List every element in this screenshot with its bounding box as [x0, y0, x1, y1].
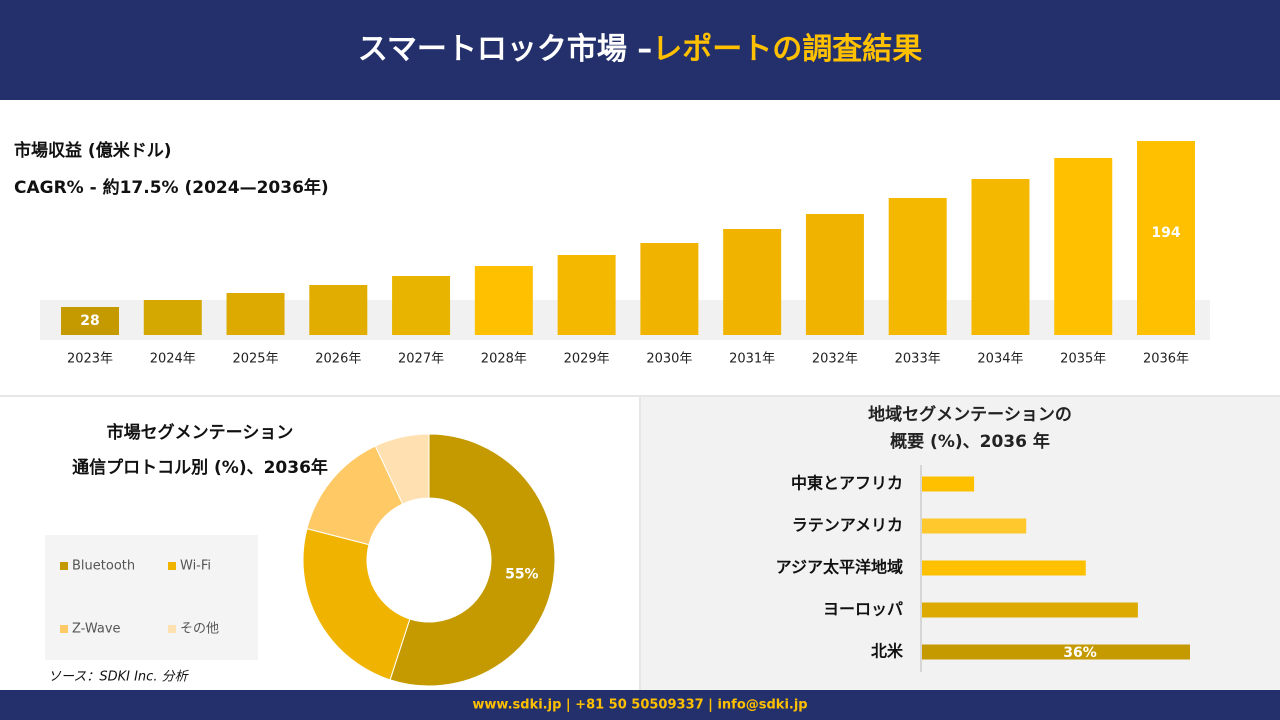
x-tick-label: 2026年 — [315, 352, 361, 367]
header-title-accent: レポートの調査結果 — [652, 32, 922, 67]
y-tick-label: アジア太平洋地域 — [776, 558, 903, 577]
x-tick-label: 2024年 — [150, 352, 196, 367]
legend-swatch — [60, 625, 68, 633]
x-tick-label: 2029年 — [564, 352, 610, 367]
x-tick-label: 2031年 — [729, 352, 775, 367]
value-label: 36% — [1063, 645, 1097, 661]
bar — [1137, 141, 1195, 335]
bar — [640, 243, 699, 335]
bar — [1054, 158, 1113, 335]
bar — [392, 276, 451, 335]
header-title: スマートロック市場 –レポートの調査結果 — [358, 32, 923, 67]
footer-bar — [0, 690, 1280, 720]
bar-shadow — [40, 300, 1210, 340]
legend-swatch — [168, 562, 176, 570]
x-tick-label: 2032年 — [812, 352, 858, 367]
bar — [309, 285, 368, 335]
x-tick-label: 2025年 — [232, 352, 278, 367]
bar — [557, 255, 616, 335]
bar — [922, 644, 1190, 660]
legend-box — [45, 535, 258, 660]
right-panel — [641, 397, 1280, 690]
legend-label: その他 — [180, 622, 219, 637]
legend-label: Z-Wave — [72, 622, 121, 637]
bar — [922, 602, 1138, 618]
x-tick-label: 2028年 — [481, 352, 527, 367]
donut-subtitle: 通信プロトコル別 (%)、2036年 — [72, 457, 328, 478]
y-tick-label: 中東とアフリカ — [791, 474, 903, 493]
hbar-subtitle: 概要 (%)、2036 年 — [890, 431, 1050, 452]
x-tick-label: 2030年 — [646, 352, 692, 367]
value-label: 28 — [80, 313, 99, 329]
bar-subtitle: CAGR% - 約17.5% (2024—2036年) — [14, 177, 329, 198]
bar — [226, 293, 285, 335]
legend-label: Bluetooth — [72, 559, 135, 574]
x-tick-label: 2035年 — [1060, 352, 1106, 367]
y-tick-label: ラテンアメリカ — [792, 516, 903, 535]
x-tick-label: 2033年 — [895, 352, 941, 367]
header-title-main: スマートロック市場 – — [358, 32, 653, 67]
source: ソース：SDKI Inc. 分析 — [48, 670, 190, 685]
hbar-title: 地域セグメンテーションの — [868, 404, 1072, 425]
donut-title: 市場セグメンテーション — [107, 422, 294, 443]
bar — [922, 560, 1086, 576]
x-tick-label: 2027年 — [398, 352, 444, 367]
legend-swatch — [60, 562, 68, 570]
donut-segment — [302, 528, 411, 681]
legend-label: Wi-Fi — [180, 559, 211, 574]
bar — [474, 266, 533, 335]
value-label: 55% — [505, 567, 539, 583]
legend-swatch — [168, 625, 176, 633]
footer-text: www.sdki.jp | +81 50 50509337 | info@sdk… — [472, 698, 807, 713]
y-tick-label: ヨーロッパ — [823, 600, 903, 619]
bar — [61, 307, 119, 335]
bar — [922, 518, 1027, 534]
x-tick-label: 2023年 — [67, 352, 113, 367]
value-label: 194 — [1151, 225, 1180, 241]
header-bar — [0, 0, 1280, 100]
donut-segment — [389, 433, 556, 687]
bar — [723, 229, 782, 335]
donut-segment — [374, 433, 430, 505]
bar — [971, 179, 1030, 335]
y-tick-label: 北米 — [871, 642, 904, 661]
bar — [922, 476, 975, 492]
bar — [143, 300, 202, 335]
bar — [888, 198, 947, 335]
bar — [805, 214, 864, 335]
x-tick-label: 2036年 — [1143, 352, 1189, 367]
x-tick-label: 2034年 — [977, 352, 1023, 367]
bar-title: 市場収益 (億米ドル) — [14, 140, 171, 161]
